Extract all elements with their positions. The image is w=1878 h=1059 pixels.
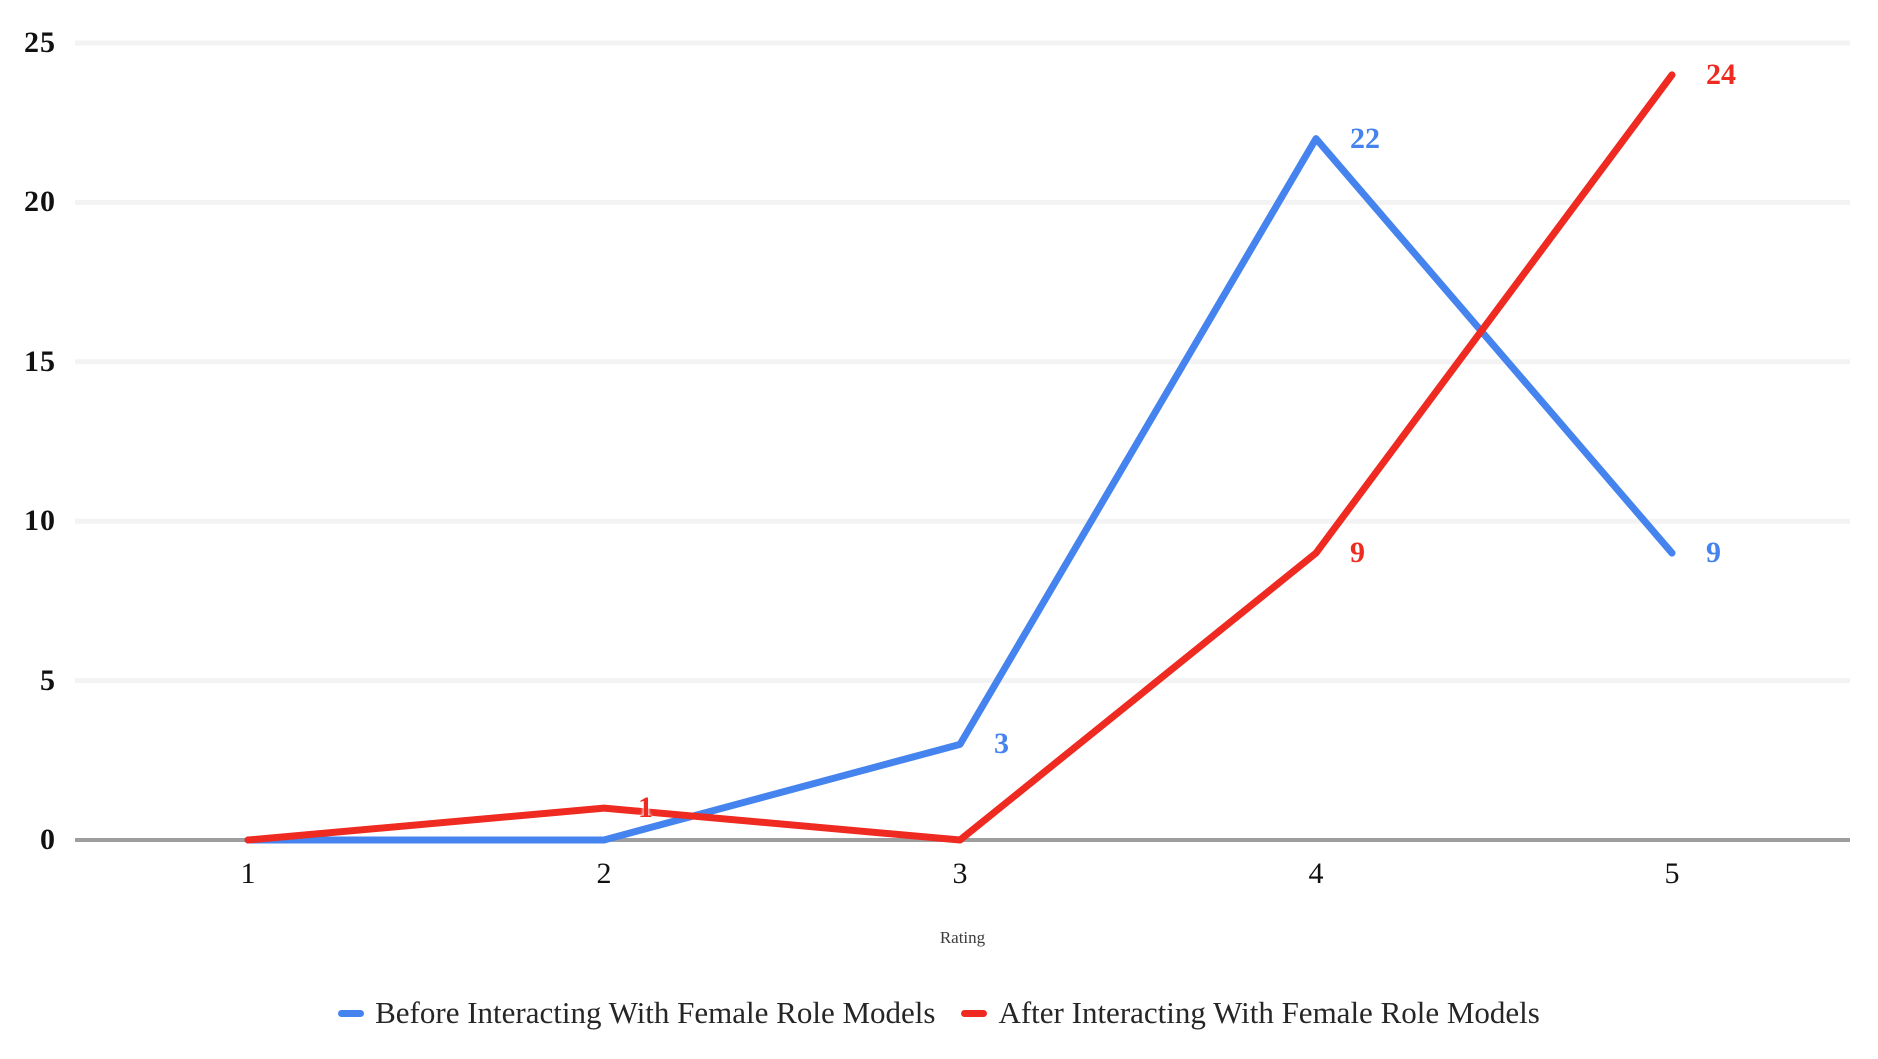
x-axis-tick-label: 2 [596, 857, 612, 890]
data-label-after: 9 [1350, 536, 1365, 570]
x-axis-tick-label: 5 [1664, 857, 1680, 890]
series-line-after [244, 71, 1676, 844]
legend-dash-after-icon [961, 1009, 988, 1017]
x-axis-tick-label: 1 [240, 857, 256, 890]
series-line-before [244, 135, 1676, 844]
data-label-before: 22 [1350, 121, 1380, 155]
legend-label-after: After Interacting With Female Role Model… [998, 995, 1540, 1030]
legend-label-before: Before Interacting With Female Role Mode… [375, 995, 936, 1030]
data-label-before: 9 [1706, 536, 1721, 570]
x-axis-tick-label: 3 [952, 857, 968, 890]
x-axis-tick-label: 4 [1308, 857, 1324, 890]
data-label-before: 3 [994, 727, 1009, 761]
y-axis-tick-label: 15 [24, 344, 56, 378]
legend: Before Interacting With Female Role Mode… [0, 995, 1878, 1031]
y-axis-tick-label: 0 [40, 823, 56, 856]
legend-item-before: Before Interacting With Female Role Mode… [338, 995, 935, 1031]
y-axis-tick-label: 5 [40, 663, 56, 697]
y-axis-tick-label: 10 [24, 504, 56, 538]
data-label-after: 1 [638, 791, 653, 825]
y-axis-tick-label: 25 [24, 26, 56, 59]
legend-item-after: After Interacting With Female Role Model… [961, 995, 1540, 1031]
data-label-after: 24 [1706, 57, 1736, 91]
legend-dash-before-icon [338, 1009, 365, 1017]
x-axis-title: Rating [939, 928, 986, 947]
y-axis-tick-label: 20 [24, 185, 56, 219]
